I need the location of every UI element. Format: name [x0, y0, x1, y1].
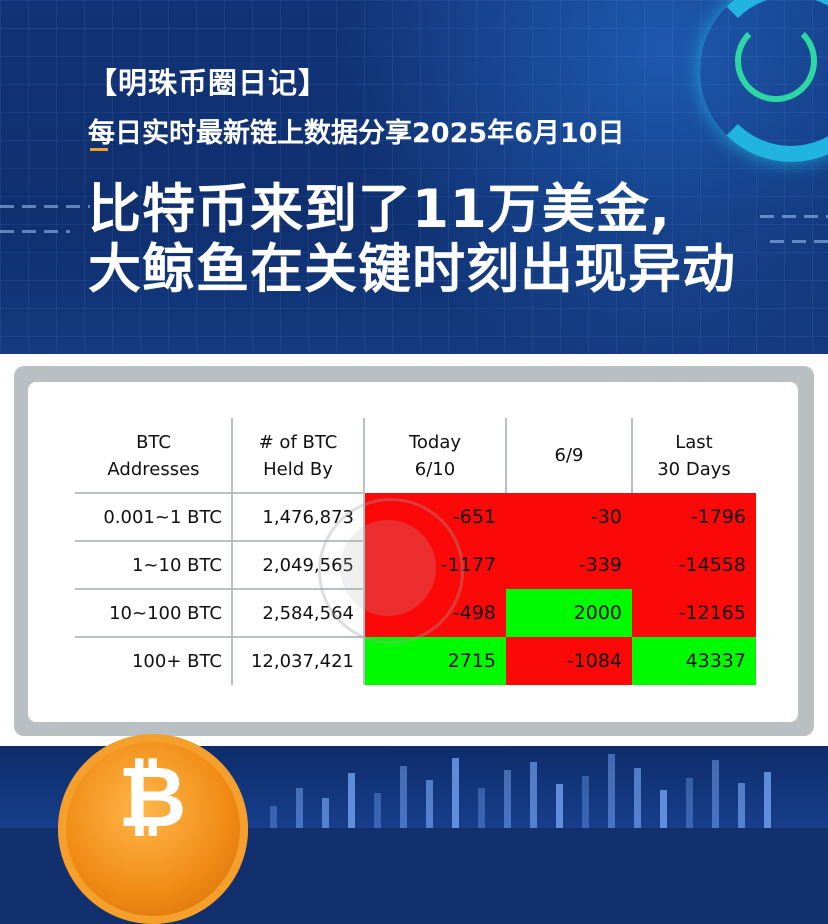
candle-bar — [270, 806, 277, 828]
table-cell: 12,037,421 — [250, 650, 354, 672]
table-cell: -498 — [364, 589, 506, 637]
decor-dash-right — [760, 215, 828, 218]
table-cell: 1,476,873 — [262, 506, 354, 528]
table-cell: 43337 — [632, 637, 756, 685]
series-tag: 【明珠币圈日记】 — [88, 66, 329, 100]
row-divider — [75, 588, 365, 590]
candle-bar — [556, 784, 563, 828]
column-divider — [363, 418, 365, 685]
candle-bar — [374, 793, 381, 828]
table-cell: -12165 — [632, 589, 756, 637]
table-cell: 0.001~1 BTC — [103, 506, 222, 528]
candle-bar — [686, 778, 693, 828]
decor-dash-left — [0, 205, 90, 208]
candle-bar — [582, 776, 589, 828]
candle-bar — [426, 780, 433, 828]
table-cell: -651 — [364, 493, 506, 541]
row-divider — [75, 540, 365, 542]
table-cell: 2000 — [506, 589, 632, 637]
candle-bar — [322, 798, 329, 828]
row-divider — [75, 636, 365, 638]
candle-bar — [400, 766, 407, 828]
table-cell: 100+ BTC — [131, 650, 222, 672]
table-cell: -339 — [506, 541, 632, 589]
table-cell: -14558 — [632, 541, 756, 589]
table-cell: 1~10 BTC — [131, 554, 222, 576]
column-header: BTC Addresses — [107, 431, 200, 480]
header-banner: 【明珠币圈日记】 每日实时最新链上数据分享2025年6月10日 比特币来到了11… — [0, 0, 828, 356]
column-divider — [631, 418, 633, 493]
headline-line-1: 比特币来到了11万美金, — [88, 179, 671, 240]
candle-bar — [712, 760, 719, 828]
candle-bar — [504, 770, 511, 828]
candle-bar — [608, 754, 615, 828]
candle-bar — [530, 762, 537, 828]
date-subtitle: 每日实时最新链上数据分享2025年6月10日 — [88, 118, 625, 149]
table-cell: -1177 — [364, 541, 506, 589]
clock-ring-inner-icon — [735, 20, 817, 102]
candle-bar — [660, 790, 667, 828]
table-cell: -1084 — [506, 637, 632, 685]
table-cell: 10~100 BTC — [109, 602, 222, 624]
table-cell: 2,584,564 — [262, 602, 354, 624]
row-divider — [75, 492, 365, 494]
table-cell: 2715 — [364, 637, 506, 685]
decor-dash-right-2 — [770, 240, 828, 243]
column-divider — [505, 418, 507, 493]
candle-bar — [478, 788, 485, 828]
candle-bar — [764, 772, 771, 828]
candle-bar — [634, 768, 641, 828]
candle-bar — [452, 758, 459, 828]
candle-bar — [348, 773, 355, 828]
candle-bar — [738, 783, 745, 828]
table-cell: -1796 — [632, 493, 756, 541]
column-header: Today 6/10 — [408, 431, 462, 480]
candle-bar — [296, 788, 303, 828]
column-header: 6/9 — [554, 445, 584, 466]
watermark-seal-inner — [340, 520, 436, 616]
headline: 比特币来到了11万美金, 大鲸鱼在关键时刻出现异动 — [88, 180, 736, 300]
table-cell: 2,049,565 — [262, 554, 354, 576]
table-cell: -30 — [506, 493, 632, 541]
column-header: # of BTC Held By — [258, 431, 338, 480]
subtitle-accent — [90, 148, 108, 151]
column-divider — [231, 418, 233, 685]
column-header: Last 30 Days — [657, 431, 731, 480]
decor-dash-left-2 — [0, 230, 70, 233]
headline-line-2: 大鲸鱼在关键时刻出现异动 — [88, 239, 736, 300]
background-grid — [0, 0, 828, 356]
bitcoin-symbol: ₿ — [118, 748, 187, 846]
